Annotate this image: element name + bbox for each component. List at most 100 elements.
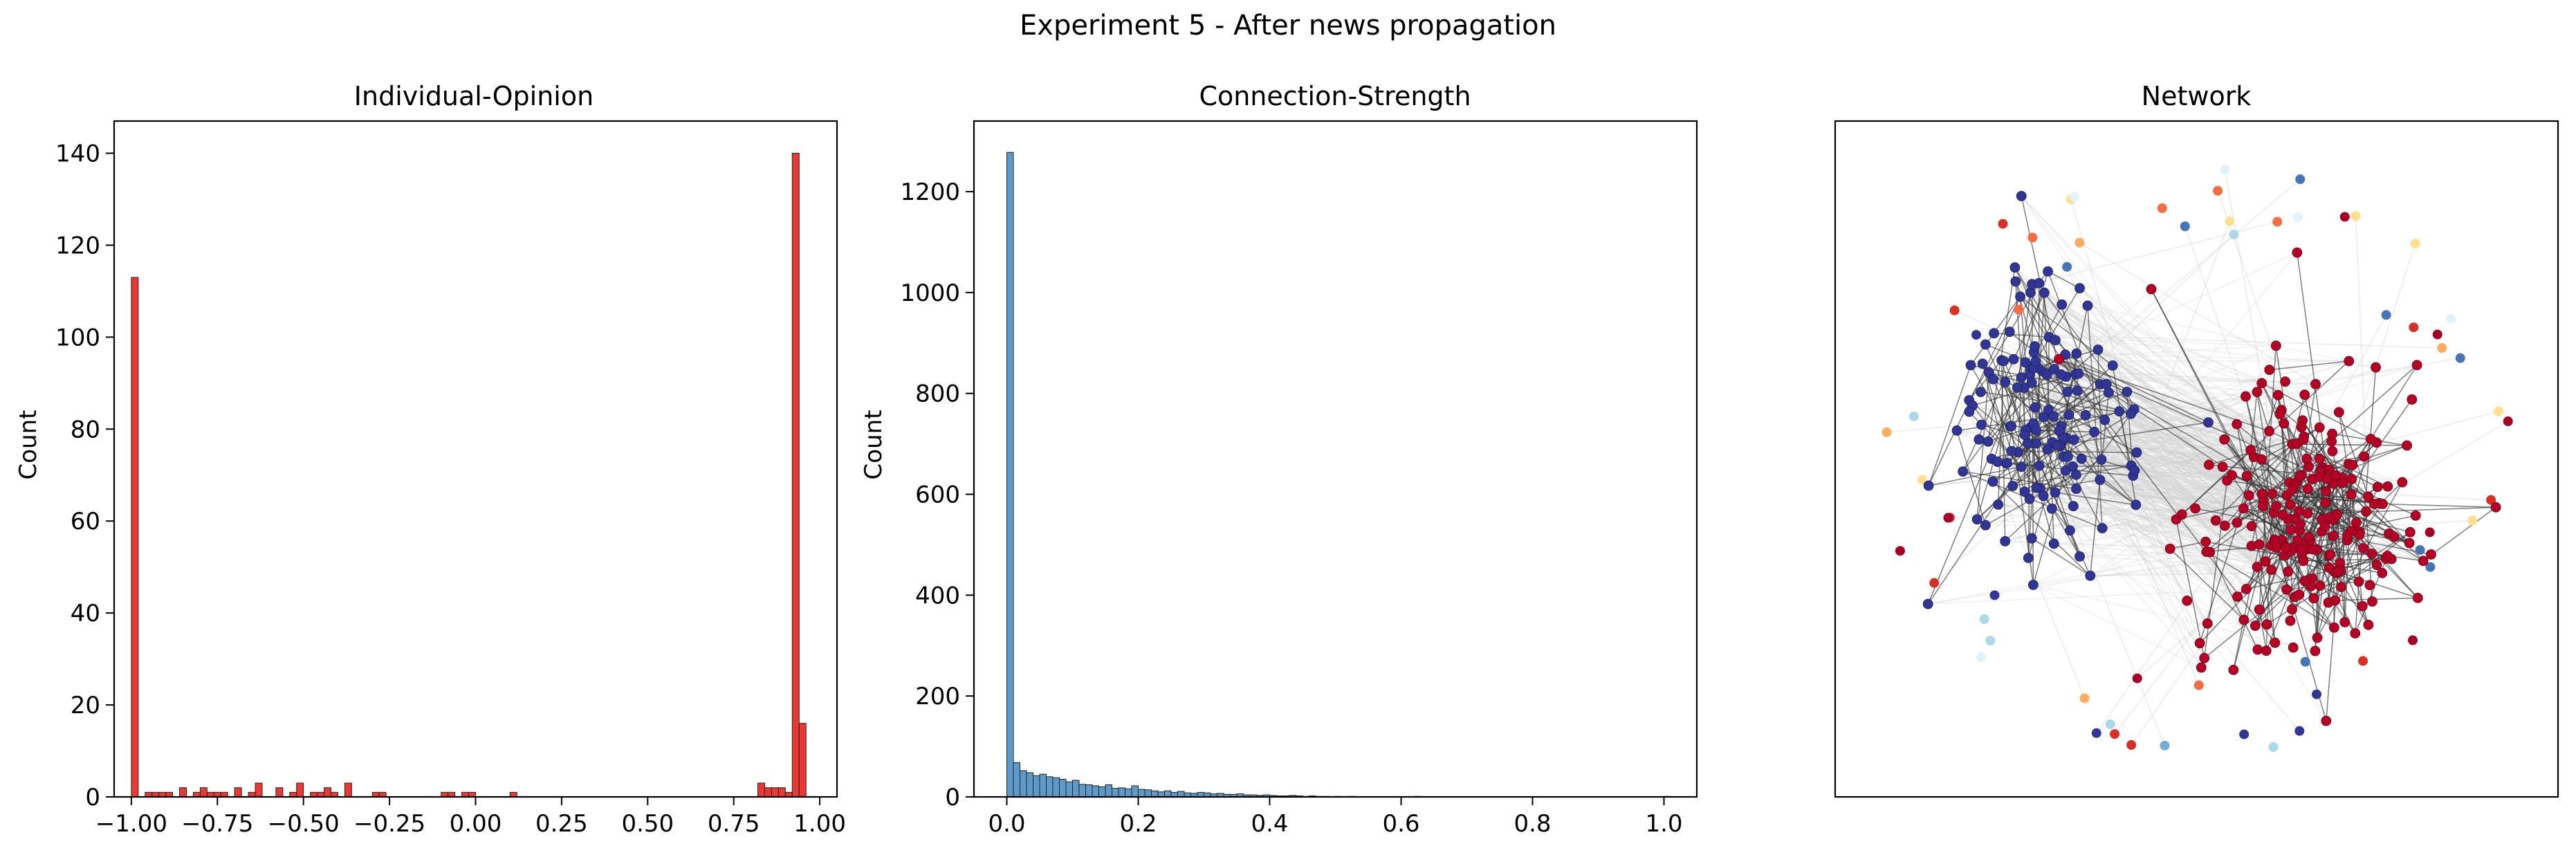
network-node xyxy=(2411,360,2422,371)
network-plot-frame xyxy=(1834,120,2559,798)
network-dark-edge xyxy=(2329,553,2372,556)
network-node xyxy=(2302,484,2313,495)
network-plot-title: Network xyxy=(2142,81,2252,111)
network-node xyxy=(2062,387,2073,397)
network-node xyxy=(1976,387,1986,398)
network-light-edge xyxy=(2054,492,2285,557)
network-light-edge xyxy=(2043,292,2327,493)
network-node xyxy=(2432,329,2442,340)
network-light-edge xyxy=(2032,283,2308,459)
network-light-edge xyxy=(2032,283,2328,479)
network-node xyxy=(2020,357,2031,368)
network-light-edge xyxy=(2013,358,2238,598)
network-node xyxy=(1976,419,1987,430)
network-node xyxy=(2270,637,2281,648)
network-light-edge xyxy=(1956,430,2171,550)
connection-strength-histogram-ylabel: Count xyxy=(860,410,887,480)
network-light-edge xyxy=(2070,199,2132,414)
network-node xyxy=(2437,343,2447,353)
network-light-edge xyxy=(2063,344,2276,439)
network-node xyxy=(2267,488,2278,499)
network-light-edge xyxy=(2036,430,2364,549)
network-node xyxy=(2238,503,2249,514)
network-node xyxy=(2046,503,2057,514)
network-light-edge xyxy=(2040,487,2326,493)
network-light-edge xyxy=(2043,292,2339,413)
network-node xyxy=(2071,484,2081,495)
network-node xyxy=(2006,421,2017,432)
opinion-histogram-ytick-label: 80 xyxy=(71,416,100,443)
network-dark-edge xyxy=(2271,569,2335,628)
connection-strength-histogram-bar xyxy=(1052,777,1060,798)
network-node xyxy=(1949,305,1960,315)
network-node xyxy=(2344,356,2355,367)
network-node xyxy=(2446,313,2456,324)
network-node xyxy=(2264,365,2275,376)
connection-strength-histogram-bar xyxy=(1138,789,1146,798)
network-light-edge xyxy=(2136,452,2252,547)
network-dark-edge xyxy=(1956,430,1987,526)
network-light-edge xyxy=(2048,409,2225,441)
network-node xyxy=(2126,739,2137,750)
network-node xyxy=(2039,412,2049,423)
network-node xyxy=(2031,425,2041,436)
network-node xyxy=(2038,490,2049,502)
network-node xyxy=(2407,394,2418,405)
network-light-edge xyxy=(2012,485,2258,568)
network-node xyxy=(2272,217,2283,227)
opinion-histogram-xtick-label: 0.00 xyxy=(450,810,502,838)
connection-strength-histogram-ytick-label: 600 xyxy=(915,481,960,509)
network-node xyxy=(2238,614,2250,625)
network-node xyxy=(2371,560,2382,571)
network-node xyxy=(2196,662,2207,673)
network-node xyxy=(2296,544,2307,555)
opinion-histogram-bars xyxy=(131,153,807,798)
network-dark-edge xyxy=(2236,423,2301,477)
network-node xyxy=(1998,219,2008,229)
network-node xyxy=(2027,580,2039,590)
network-node xyxy=(2092,344,2104,355)
network-node xyxy=(2296,422,2307,433)
network-dark-edge xyxy=(2258,609,2267,651)
network-node xyxy=(2342,531,2353,541)
network-node xyxy=(2252,562,2263,572)
opinion-histogram-ytick-label: 120 xyxy=(55,232,100,259)
network-node xyxy=(2010,276,2021,287)
network-node xyxy=(2367,596,2377,607)
network-node xyxy=(2054,353,2065,365)
network-light-edge xyxy=(2007,462,2334,485)
connection-strength-histogram-ytick-label: 1200 xyxy=(900,178,960,206)
network-node xyxy=(2069,192,2079,202)
network-light-edge xyxy=(2119,410,2262,461)
network-plot: Network xyxy=(1834,81,2559,798)
network-light-edge xyxy=(2047,448,2302,476)
network-node xyxy=(2000,535,2011,546)
opinion-histogram-bar xyxy=(764,787,772,798)
network-node xyxy=(2076,453,2087,464)
connection-strength-histogram-bar xyxy=(1039,773,1047,798)
network-node xyxy=(2082,300,2093,311)
network-node xyxy=(1917,475,1927,485)
opinion-histogram-ytick-label: 100 xyxy=(55,324,100,351)
network-node xyxy=(1989,590,2000,600)
network-node xyxy=(2213,185,2223,196)
network-node xyxy=(2016,372,2027,383)
network-node xyxy=(2252,644,2263,655)
network-node xyxy=(1980,520,1991,531)
network-light-edge xyxy=(2067,234,2235,393)
network-node xyxy=(2264,425,2274,436)
network-light-edge xyxy=(2036,439,2304,445)
network-node xyxy=(2073,368,2084,379)
network-dark-edge xyxy=(2292,443,2407,446)
network-node xyxy=(2229,229,2239,239)
network-node xyxy=(2271,501,2282,512)
network-dark-edge xyxy=(2269,360,2349,371)
network-light-edge xyxy=(1968,399,2202,668)
connection-strength-histogram-bar xyxy=(1098,786,1106,798)
network-node xyxy=(2256,488,2267,499)
network-node xyxy=(2025,287,2036,298)
network-node xyxy=(2068,501,2079,512)
network-light-edge xyxy=(2134,469,2263,495)
network-light-edge xyxy=(2043,292,2324,468)
network-node xyxy=(2071,348,2082,359)
